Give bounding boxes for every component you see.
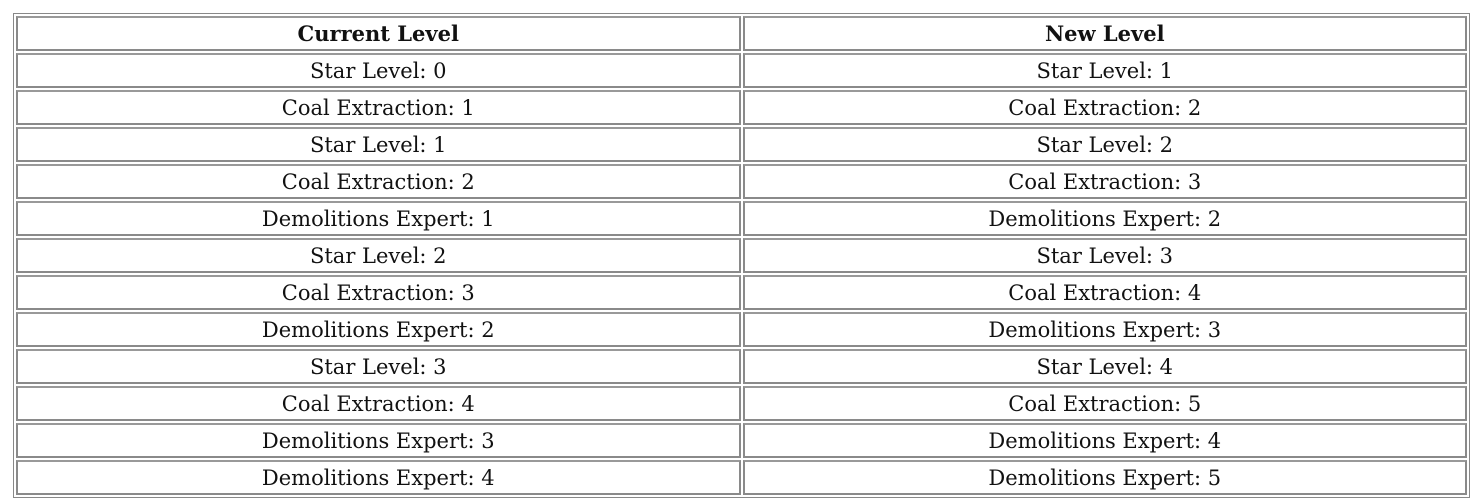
current-level-cell: Star Level: 0	[16, 53, 741, 88]
current-level-cell: Demolitions Expert: 4	[16, 460, 741, 495]
header-new-level: New Level	[742, 16, 1467, 51]
new-level-cell: Demolitions Expert: 4	[742, 423, 1467, 458]
new-level-cell: Demolitions Expert: 3	[742, 312, 1467, 347]
table-row: Coal Extraction: 3 Coal Extraction: 4	[16, 275, 1467, 310]
new-level-cell: Star Level: 2	[742, 127, 1467, 162]
table-row: Demolitions Expert: 3 Demolitions Expert:…	[16, 423, 1467, 458]
new-level-cell: Star Level: 3	[742, 238, 1467, 273]
table-row: Coal Extraction: 2 Coal Extraction: 3	[16, 164, 1467, 199]
level-table: Current Level New Level Star Level: 0 Sta…	[13, 13, 1470, 498]
new-level-cell: Coal Extraction: 2	[742, 90, 1467, 125]
table-row: Coal Extraction: 1 Coal Extraction: 2	[16, 90, 1467, 125]
current-level-cell: Demolitions Expert: 3	[16, 423, 741, 458]
current-level-cell: Coal Extraction: 4	[16, 386, 741, 421]
table-row: Star Level: 2 Star Level: 3	[16, 238, 1467, 273]
new-level-cell: Coal Extraction: 5	[742, 386, 1467, 421]
current-level-cell: Coal Extraction: 1	[16, 90, 741, 125]
new-level-cell: Demolitions Expert: 5	[742, 460, 1467, 495]
new-level-cell: Demolitions Expert: 2	[742, 201, 1467, 236]
table-row: Star Level: 3 Star Level: 4	[16, 349, 1467, 384]
header-row: Current Level New Level	[16, 16, 1467, 51]
current-level-cell: Star Level: 2	[16, 238, 741, 273]
table-row: Demolitions Expert: 1 Demolitions Expert:…	[16, 201, 1467, 236]
current-level-cell: Demolitions Expert: 1	[16, 201, 741, 236]
table-row: Demolitions Expert: 2 Demolitions Expert:…	[16, 312, 1467, 347]
current-level-cell: Coal Extraction: 3	[16, 275, 741, 310]
current-level-cell: Star Level: 1	[16, 127, 741, 162]
new-level-cell: Star Level: 4	[742, 349, 1467, 384]
table-row: Star Level: 1 Star Level: 2	[16, 127, 1467, 162]
header-current-level: Current Level	[16, 16, 741, 51]
new-level-cell: Star Level: 1	[742, 53, 1467, 88]
current-level-cell: Star Level: 3	[16, 349, 741, 384]
new-level-cell: Coal Extraction: 3	[742, 164, 1467, 199]
table-row: Star Level: 0 Star Level: 1	[16, 53, 1467, 88]
current-level-cell: Demolitions Expert: 2	[16, 312, 741, 347]
new-level-cell: Coal Extraction: 4	[742, 275, 1467, 310]
table-row: Demolitions Expert: 4 Demolitions Expert:…	[16, 460, 1467, 495]
current-level-cell: Coal Extraction: 2	[16, 164, 741, 199]
table-row: Coal Extraction: 4 Coal Extraction: 5	[16, 386, 1467, 421]
